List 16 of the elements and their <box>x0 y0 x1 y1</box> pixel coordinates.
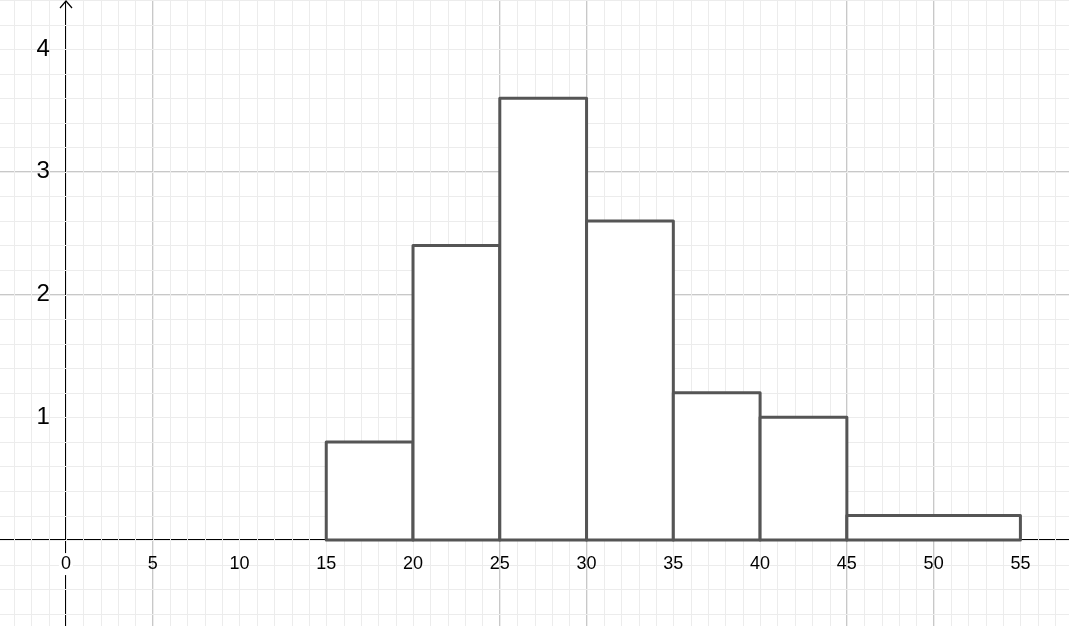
x-tick-label: 15 <box>316 553 337 574</box>
x-tick-label: 25 <box>489 553 510 574</box>
y-tick-label: 4 <box>36 33 50 61</box>
x-tick-label: 55 <box>1010 553 1031 574</box>
x-tick-label: 35 <box>663 553 684 574</box>
y-tick-label: 2 <box>36 279 50 307</box>
x-tick-label: 30 <box>576 553 597 574</box>
x-tick-label: 45 <box>836 553 857 574</box>
x-tick-label: 0 <box>60 553 71 574</box>
x-tick-label: 5 <box>147 553 158 574</box>
y-tick-label: 1 <box>36 401 50 429</box>
x-tick-label: 40 <box>750 553 771 574</box>
x-tick-label: 20 <box>403 553 424 574</box>
y-tick-label: 3 <box>36 156 50 184</box>
x-tick-label: 50 <box>923 553 944 574</box>
x-tick-label: 10 <box>229 553 250 574</box>
